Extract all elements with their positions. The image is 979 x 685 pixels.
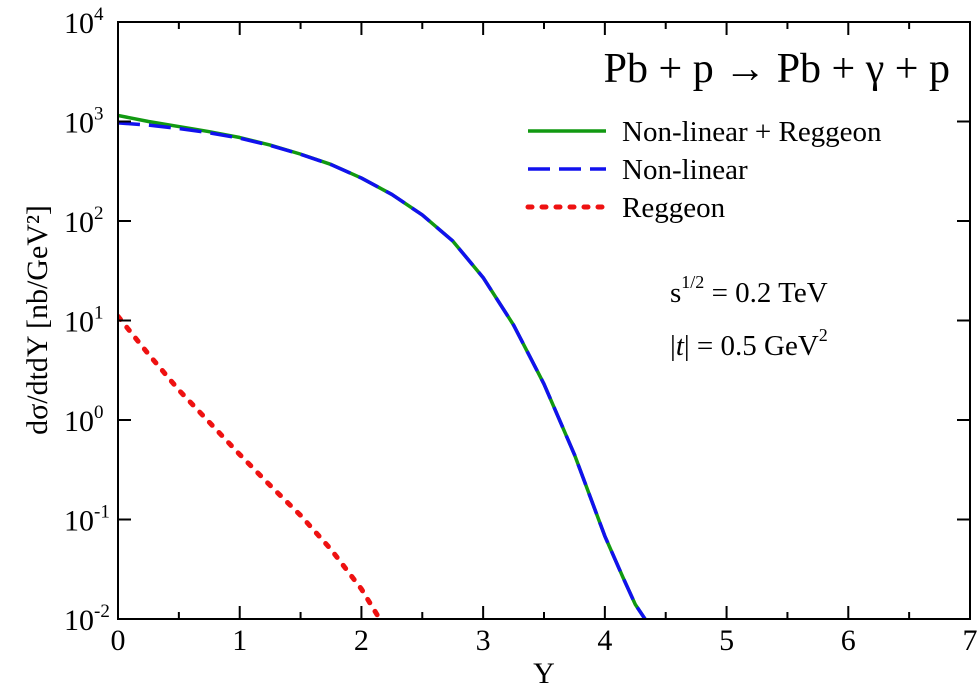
y-tick-exponent: 2 [94, 203, 104, 224]
x-tick-label: 2 [354, 624, 369, 657]
energy-annotation: s1/2 = 0.2 TeV [670, 272, 828, 309]
y-tick-base: 10 [64, 505, 94, 538]
series-layer [118, 113, 647, 619]
chart-title: Pb + p → Pb + γ + p [604, 46, 950, 92]
y-tick-exponent: -1 [94, 502, 110, 523]
x-axis-label: Y [533, 657, 555, 685]
energy-value: = 0.2 TeV [704, 277, 827, 309]
y-tick-base: 10 [64, 206, 94, 239]
y-tick-label: 104 [64, 4, 104, 40]
legend: Non-linear + Reggeon Non-linear Reggeon [525, 116, 882, 224]
x-tick-label: 1 [232, 624, 247, 657]
y-tick-label: 100 [64, 402, 104, 438]
t-variable: t [676, 330, 685, 362]
x-tick-label: 4 [597, 624, 612, 657]
t-exponent: 2 [819, 325, 828, 345]
ticks-layer [117, 21, 971, 620]
y-tick-base: 10 [64, 107, 94, 140]
energy-base: s [670, 277, 681, 309]
y-tick-label: 102 [64, 203, 104, 239]
y-tick-exponent: 1 [94, 303, 104, 324]
series-line-reggeon [118, 313, 383, 619]
x-tick-label: 6 [841, 624, 856, 657]
legend-label-non-linear: Non-linear [622, 154, 748, 186]
x-tick-label: 7 [963, 624, 978, 657]
y-tick-exponent: 0 [94, 402, 104, 423]
y-tick-base: 10 [64, 7, 94, 40]
x-tick-label: 0 [111, 624, 126, 657]
t-annotation: |t| = 0.5 GeV2 [670, 325, 828, 362]
legend-label-reggeon: Reggeon [622, 192, 726, 224]
plot-area [118, 22, 970, 619]
t-pre: | [670, 330, 676, 362]
energy-exponent: 1/2 [681, 272, 704, 292]
y-tick-exponent: 3 [94, 104, 104, 125]
x-tick-label: 5 [719, 624, 734, 657]
x-tick-label: 3 [476, 624, 491, 657]
t-mid: | = 0.5 GeV [684, 330, 819, 362]
y-tick-base: 10 [64, 405, 94, 438]
y-tick-label: 101 [64, 303, 104, 339]
y-tick-base: 10 [64, 604, 94, 637]
y-tick-label: 10-1 [64, 502, 110, 538]
y-tick-label: 103 [64, 104, 104, 140]
y-axis-label: dσ/dtdY [nb/GeV²] [21, 205, 54, 435]
series-line-non-linear [118, 121, 647, 619]
y-tick-exponent: 4 [94, 4, 104, 25]
y-tick-label: 10-2 [64, 601, 110, 637]
y-tick-base: 10 [64, 306, 94, 339]
y-tick-exponent: -2 [94, 601, 110, 622]
legend-label-non-linear-reggeon: Non-linear + Reggeon [622, 116, 882, 148]
